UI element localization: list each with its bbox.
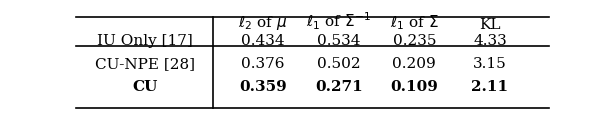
Text: 3.15: 3.15 xyxy=(473,57,507,71)
Text: $\ell_1$ of $\Sigma^{-1}$: $\ell_1$ of $\Sigma^{-1}$ xyxy=(306,11,371,32)
Text: 2.11: 2.11 xyxy=(472,80,509,94)
Text: 4.33: 4.33 xyxy=(473,34,507,48)
Text: $\ell_2$ of $\mu$: $\ell_2$ of $\mu$ xyxy=(239,14,288,32)
Text: 0.434: 0.434 xyxy=(241,34,285,48)
Text: IU Only [17]: IU Only [17] xyxy=(97,34,193,48)
Text: CU-NPE [28]: CU-NPE [28] xyxy=(95,57,195,71)
Text: 0.534: 0.534 xyxy=(317,34,361,48)
Text: 0.359: 0.359 xyxy=(239,80,287,94)
Text: 0.209: 0.209 xyxy=(392,57,436,71)
Text: 0.271: 0.271 xyxy=(315,80,362,94)
Text: 0.235: 0.235 xyxy=(392,34,436,48)
Text: CU: CU xyxy=(132,80,157,94)
Text: 0.376: 0.376 xyxy=(241,57,285,71)
Text: KL: KL xyxy=(479,18,501,32)
Text: 0.109: 0.109 xyxy=(390,80,438,94)
Text: $\ell_1$ of $\Sigma$: $\ell_1$ of $\Sigma$ xyxy=(390,14,439,32)
Text: 0.502: 0.502 xyxy=(317,57,361,71)
